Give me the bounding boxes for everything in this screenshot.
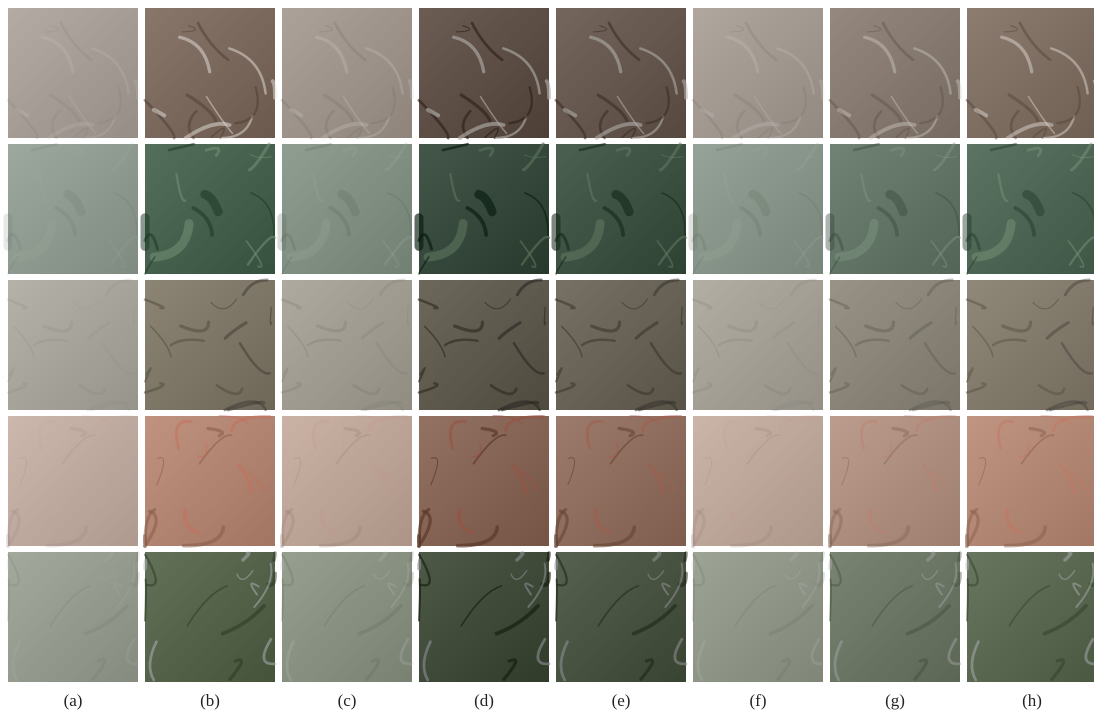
tile-texture	[145, 560, 146, 569]
image-tile	[556, 144, 686, 274]
image-tile	[967, 416, 1094, 546]
image-tile	[556, 8, 686, 138]
image-tile	[693, 8, 823, 138]
panel-label: (f)	[750, 691, 767, 710]
image-tile	[967, 552, 1094, 682]
image-tile	[8, 144, 138, 274]
tile-texture	[137, 553, 138, 560]
tile-background	[967, 280, 1094, 410]
image-tile	[830, 552, 960, 682]
tile-background	[693, 416, 823, 546]
image-tile	[556, 552, 686, 682]
image-tile	[282, 552, 412, 682]
image-tile	[419, 280, 549, 410]
image-tile	[145, 144, 275, 274]
tile-background	[556, 280, 686, 410]
tile-background	[556, 552, 686, 682]
image-tile	[282, 144, 412, 274]
panel-label: (h)	[1022, 691, 1042, 710]
image-tile	[145, 416, 275, 546]
tile-background	[419, 416, 549, 546]
image-tile	[145, 552, 275, 682]
tile-texture	[556, 579, 557, 620]
image-tile	[830, 144, 960, 274]
panel-label: (a)	[64, 691, 83, 710]
tile-texture	[548, 553, 549, 560]
tile-background	[967, 8, 1094, 138]
figure: (a) (b) (c) (d) (e) (f) (g) (h)	[0, 0, 1094, 716]
image-tile	[830, 416, 960, 546]
image-tile	[282, 416, 412, 546]
image-tile	[419, 144, 549, 274]
panel-label: (g)	[885, 691, 905, 710]
image-tile	[693, 280, 823, 410]
tile-texture	[822, 553, 823, 560]
tile-background	[145, 280, 275, 410]
image-tile	[8, 552, 138, 682]
tile-texture	[830, 579, 831, 620]
image-tile	[967, 280, 1094, 410]
tile-texture	[8, 579, 9, 620]
tile-texture	[274, 553, 275, 560]
tile-texture	[282, 579, 283, 620]
image-tile	[8, 416, 138, 546]
image-tile	[145, 8, 275, 138]
tile-texture	[145, 579, 146, 620]
tile-background	[145, 416, 275, 546]
tile-texture	[830, 560, 831, 569]
image-tile	[145, 280, 275, 410]
tile-texture	[693, 560, 694, 569]
image-tile	[693, 552, 823, 682]
tile-texture	[967, 560, 968, 569]
image-tile	[967, 144, 1094, 274]
tile-texture	[693, 579, 694, 620]
tile-texture	[282, 560, 283, 569]
image-tile	[8, 280, 138, 410]
image-tile	[556, 416, 686, 546]
panel-label: (b)	[200, 691, 220, 710]
image-tile	[830, 8, 960, 138]
image-tile	[419, 416, 549, 546]
tile-texture	[967, 579, 968, 620]
tile-background	[419, 552, 549, 682]
page: (a)(b)(c)(d)(e)(f)(g)(h) (() => { const …	[0, 0, 1094, 716]
image-tile	[556, 280, 686, 410]
tile-background	[967, 416, 1094, 546]
panel-label: (e)	[612, 691, 631, 710]
panel-label: (d)	[474, 691, 494, 710]
tile-background	[282, 552, 412, 682]
image-tile	[693, 144, 823, 274]
image-grid	[8, 8, 1094, 682]
image-tile	[419, 552, 549, 682]
tile-background	[830, 552, 960, 682]
image-tile	[967, 8, 1094, 138]
tile-texture	[419, 560, 420, 569]
tile-background	[8, 416, 138, 546]
tile-background	[8, 280, 138, 410]
image-tile	[419, 8, 549, 138]
image-tile	[282, 8, 412, 138]
tile-background	[145, 552, 275, 682]
tile-background	[556, 416, 686, 546]
tile-background	[8, 552, 138, 682]
tile-background	[282, 416, 412, 546]
tile-texture	[411, 553, 412, 560]
tile-texture	[556, 560, 557, 569]
tile-texture	[419, 579, 420, 620]
image-tile	[693, 416, 823, 546]
tile-background	[282, 280, 412, 410]
tile-background	[419, 280, 549, 410]
tile-background	[830, 416, 960, 546]
tile-texture	[685, 553, 686, 560]
tile-background	[830, 280, 960, 410]
image-tile	[830, 280, 960, 410]
tile-texture	[959, 553, 960, 560]
tile-background	[693, 280, 823, 410]
panel-label: (c)	[338, 691, 357, 710]
column-labels: (a) (b) (c) (d) (e) (f) (g) (h)	[64, 691, 1042, 710]
tile-background	[693, 552, 823, 682]
image-tile	[282, 280, 412, 410]
image-tile	[8, 8, 138, 138]
tile-texture	[8, 560, 9, 569]
